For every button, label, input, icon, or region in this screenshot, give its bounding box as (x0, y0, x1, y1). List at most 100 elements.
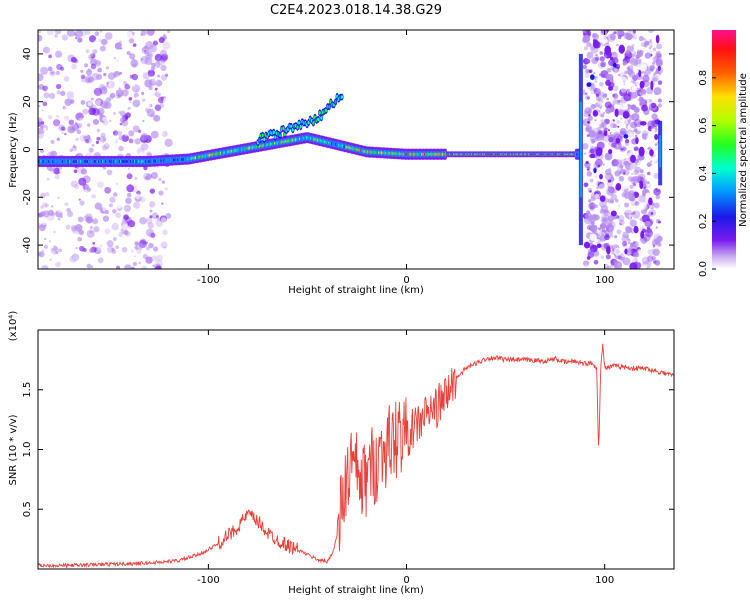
spectrogram-noise-cell (127, 106, 131, 110)
spectrogram-noise-cell (104, 228, 111, 235)
spectrogram-noise-cell (89, 248, 95, 254)
spectrogram-noise-cell (594, 57, 600, 62)
spectrogram-noise-cell (77, 117, 80, 120)
spectrogram-noise-cell (99, 244, 103, 248)
spectrogram-noise-cell (582, 30, 588, 34)
spectrogram-noise-cell (617, 35, 622, 40)
spectrogram-noise-cell (164, 73, 169, 77)
spectrogram-noise-cell (118, 232, 124, 237)
spectrogram-noise-cell (163, 246, 166, 249)
spectrogram-noise-cell (105, 84, 109, 88)
spectrogram-noise-cell (630, 58, 638, 66)
spectrogram-noise-cell (629, 219, 637, 227)
spectrogram-noise-cell (604, 168, 612, 176)
spectrogram-noise-cell (104, 210, 109, 215)
spectrogram-noise-cell (613, 73, 619, 78)
spectrogram-noise-cell (88, 147, 94, 153)
spectrogram-noise-cell (80, 30, 87, 37)
spectrogram-noise-cell (84, 213, 93, 222)
spectrogram-noise-cell (38, 135, 41, 142)
spectrogram-noise-cell (624, 202, 630, 208)
spectrogram-noise-cell (642, 48, 647, 53)
spectrogram-noise-cell (607, 185, 611, 189)
spectrogram-noise-cell (94, 31, 100, 36)
spectrogram-noise-cell (86, 229, 95, 238)
spectrogram-noise-cell (80, 95, 86, 101)
spectrogram-noise-cell (619, 128, 627, 136)
spectrogram-noise-cell (90, 53, 96, 59)
spectrogram-noise-cell (42, 85, 49, 92)
spectrogram-noise-cell (615, 137, 621, 144)
spectrogram-noise-cell (101, 38, 108, 46)
spectrogram-noise-cell (73, 92, 79, 98)
spectrogram-noise-cell (646, 255, 654, 262)
spectrogram-noise-cell (112, 192, 118, 197)
spectrogram-noise-cell (41, 221, 46, 226)
spectrogram-noise-cell (597, 126, 601, 131)
spectrogram-noise-cell (630, 121, 638, 129)
spectrogram-noise-cell (97, 257, 104, 264)
spectrogram-noise-cell (159, 54, 168, 63)
spectrogram-branch-cell (279, 133, 282, 138)
spectrogram-noise-cell (137, 259, 140, 263)
spectrogram-noise-cell (618, 204, 621, 208)
spectrogram-noise-cell (92, 241, 96, 245)
spectrogram-noise-cell (81, 170, 85, 174)
spectrogram-noise-cell (620, 181, 624, 185)
spectrogram-noise-cell (614, 159, 623, 167)
spectrogram-xtick-label: 0 (403, 275, 409, 286)
spectrogram-noise-cell (91, 143, 95, 147)
colorbar-gradient (712, 30, 736, 269)
spectrogram-noise-cell (53, 167, 60, 175)
spectrogram-branch-cell (283, 132, 286, 137)
spectrogram-noise-cell (112, 130, 119, 136)
spectrogram-noise-cell (119, 110, 126, 117)
spectrogram-noise-cell (627, 241, 631, 245)
spectrogram-noise-cell (96, 128, 100, 133)
spectrogram-noise-cell (614, 108, 619, 118)
spectrogram-noise-cell (588, 69, 592, 73)
spectrogram-noise-cell (606, 187, 615, 196)
spectrogram-noise-cell (148, 86, 153, 91)
spectrogram-noise-cell (589, 248, 595, 253)
spectrogram-noise-cell (604, 45, 612, 55)
spectrogram-noise-cell (593, 204, 598, 209)
spectrogram-noise-cell (596, 77, 601, 83)
spectrogram-noise-cell (632, 170, 636, 175)
spectrogram-noise-cell (61, 126, 66, 132)
spectrogram-noise-cell (623, 266, 628, 269)
spectrogram-branch-cell (261, 133, 264, 138)
spectrogram-noise-cell (651, 61, 655, 65)
spectrogram-noise-cell (38, 73, 44, 82)
spectrogram-noise-cell (600, 113, 605, 118)
spectrogram-noise-cell (602, 50, 605, 53)
spectrogram-noise-cell (99, 213, 103, 216)
spectrogram-noise-cell (637, 173, 646, 182)
spectrogram-noise-cell (76, 129, 82, 135)
spectrogram-noise-cell (104, 143, 109, 148)
spectrogram-noise-cell (128, 130, 135, 137)
spectrogram-noise-cell (652, 47, 657, 52)
spectrogram-noise-cell (150, 66, 156, 71)
spectrogram-noise-cell (637, 259, 641, 263)
spectrogram-noise-cell (646, 181, 650, 184)
spectrogram-ytick-label: 0 (22, 146, 33, 152)
spectrogram-noise-cell (115, 52, 123, 61)
spectrogram-noise-cell (90, 63, 97, 70)
spectrogram-noise-cell (153, 40, 159, 46)
spectrogram-noise-cell (585, 113, 589, 116)
spectrogram-noise-cell (134, 255, 137, 258)
spectrogram-noise-cell (71, 63, 77, 70)
spectrogram-noise-cell (588, 202, 596, 210)
colorbar-tick-label: 0.2 (698, 213, 709, 229)
spectrogram-noise-cell (135, 89, 139, 93)
spectrogram-ytick-label: 20 (22, 95, 33, 108)
spectrogram-noise-cell (634, 56, 643, 65)
spectrogram-noise-cell (136, 190, 141, 196)
spectrogram-noise-cell (83, 215, 91, 222)
spectrogram-noise-cell (87, 172, 93, 178)
snr-xtick-label: -100 (197, 575, 220, 586)
spectrogram-noise-cell (64, 98, 72, 106)
spectrogram-noise-cell (589, 233, 597, 241)
spectrogram-noise-cell (79, 200, 85, 206)
